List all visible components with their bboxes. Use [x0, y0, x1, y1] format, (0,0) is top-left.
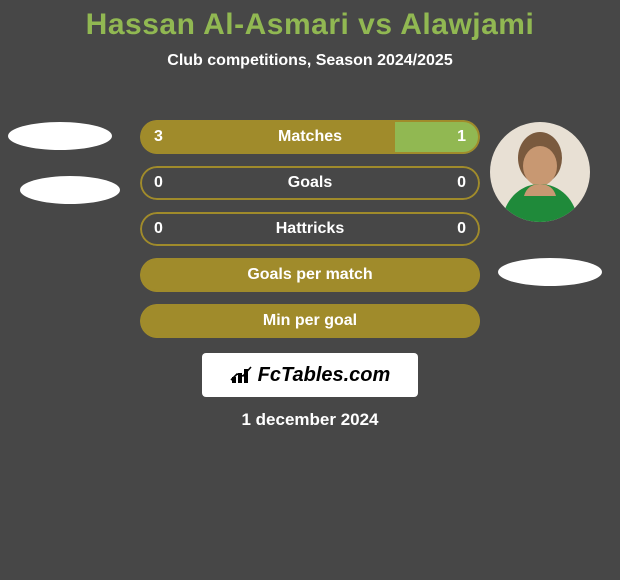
page-title: Hassan Al-Asmari vs Alawjami [0, 0, 620, 42]
stat-row: Goals per match [140, 258, 480, 292]
stat-label: Hattricks [140, 212, 480, 246]
page-subtitle: Club competitions, Season 2024/2025 [0, 52, 620, 70]
fctables-logo: FcTables.com [202, 353, 418, 397]
bar-chart-icon [230, 365, 254, 385]
stat-label: Min per goal [140, 304, 480, 338]
stat-row: Min per goal [140, 304, 480, 338]
logo-text: FcTables.com [258, 364, 391, 387]
player-marker [498, 258, 602, 286]
stat-row: 00Goals [140, 166, 480, 200]
player-marker [20, 176, 120, 204]
comparison-chart: 31Matches 00Goals 00Hattricks Goals per mat… [140, 120, 480, 350]
stat-label: Goals per match [140, 258, 480, 292]
player-marker [8, 122, 112, 150]
right-player-avatar [490, 122, 590, 222]
stat-label: Matches [140, 120, 480, 154]
stat-label: Goals [140, 166, 480, 200]
snapshot-date: 1 december 2024 [0, 410, 620, 430]
stat-row: 31Matches [140, 120, 480, 154]
stat-row: 00Hattricks [140, 212, 480, 246]
